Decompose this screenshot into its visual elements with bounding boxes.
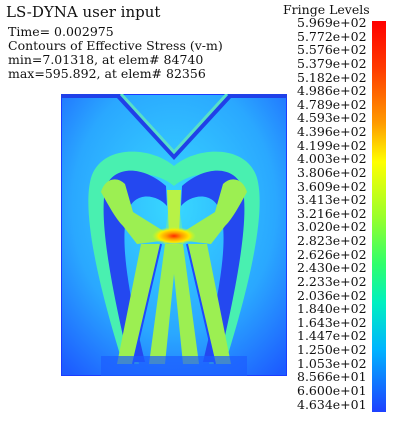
legend-level-label: 2.823e+02 — [297, 233, 367, 248]
max-stress-label: max=595.892, at elem# 82356 — [8, 66, 206, 81]
legend-level-label: 4.986e+02 — [297, 83, 367, 99]
legend-level-label: 3.216e+02 — [297, 205, 367, 221]
left-arm — [101, 179, 169, 244]
legend-level-label: 4.593e+02 — [297, 110, 367, 126]
legend-level-label: 1.250e+02 — [297, 342, 367, 357]
legend-title: Fringe Levels — [283, 2, 370, 17]
legend-level-label: 3.609e+02 — [297, 178, 367, 194]
max-stress-hotspot — [152, 227, 196, 245]
legend-level-label: 3.413e+02 — [297, 192, 367, 208]
right-arm — [179, 179, 247, 244]
min-stress-label: min=7.01318, at elem# 84740 — [8, 52, 204, 67]
legend-level-label: 5.182e+02 — [297, 69, 367, 85]
legend-level-label: 2.233e+02 — [297, 273, 367, 289]
legend-labels: 5.969e+02 5.772e+02 5.576e+02 5.379e+02 5.18… — [297, 16, 367, 411]
legend-level-label: 3.020e+02 — [297, 219, 367, 235]
legend-level-label: 5.969e+02 — [297, 15, 367, 30]
legend-level-label: 1.053e+02 — [297, 355, 367, 371]
legend-level-label: 5.379e+02 — [297, 55, 367, 71]
legend-level-label: 4.199e+02 — [297, 137, 367, 153]
stress-contour-plot — [61, 94, 287, 376]
legend-level-label: 1.447e+02 — [297, 328, 367, 344]
legend-level-label: 3.806e+02 — [297, 164, 367, 180]
plot-title: LS-DYNA user input — [6, 3, 161, 21]
plot-info: Time= 0.002975 Contours of Effective Str… — [8, 25, 223, 81]
contour-description: Contours of Effective Stress (v-m) — [8, 38, 223, 53]
legend-level-label: 8.566e+01 — [297, 369, 367, 385]
legend-level-label: 2.036e+02 — [297, 287, 367, 303]
legend-level-label: 4.396e+02 — [297, 124, 367, 139]
legend-level-label: 4.634e+01 — [297, 396, 367, 412]
legend-level-label: 2.626e+02 — [297, 246, 367, 262]
legend-level-label: 1.643e+02 — [297, 314, 367, 330]
legend-level-label: 5.772e+02 — [297, 28, 367, 44]
fringe-color-bar — [372, 21, 386, 412]
legend-level-label: 5.576e+02 — [297, 42, 367, 58]
legend-level-label: 6.600e+01 — [297, 382, 367, 398]
right-leg-outer — [187, 244, 231, 364]
legend-level-label: 1.840e+02 — [297, 301, 367, 317]
right-leg-inner — [171, 244, 199, 364]
left-leg-inner — [149, 244, 177, 364]
legend-level-label: 4.789e+02 — [297, 96, 367, 112]
legend-level-label: 4.003e+02 — [297, 151, 367, 167]
center-post — [167, 190, 181, 236]
legend-level-label: 2.430e+02 — [297, 260, 367, 276]
left-leg-outer — [117, 244, 161, 364]
time-label: Time= 0.002975 — [8, 24, 114, 39]
